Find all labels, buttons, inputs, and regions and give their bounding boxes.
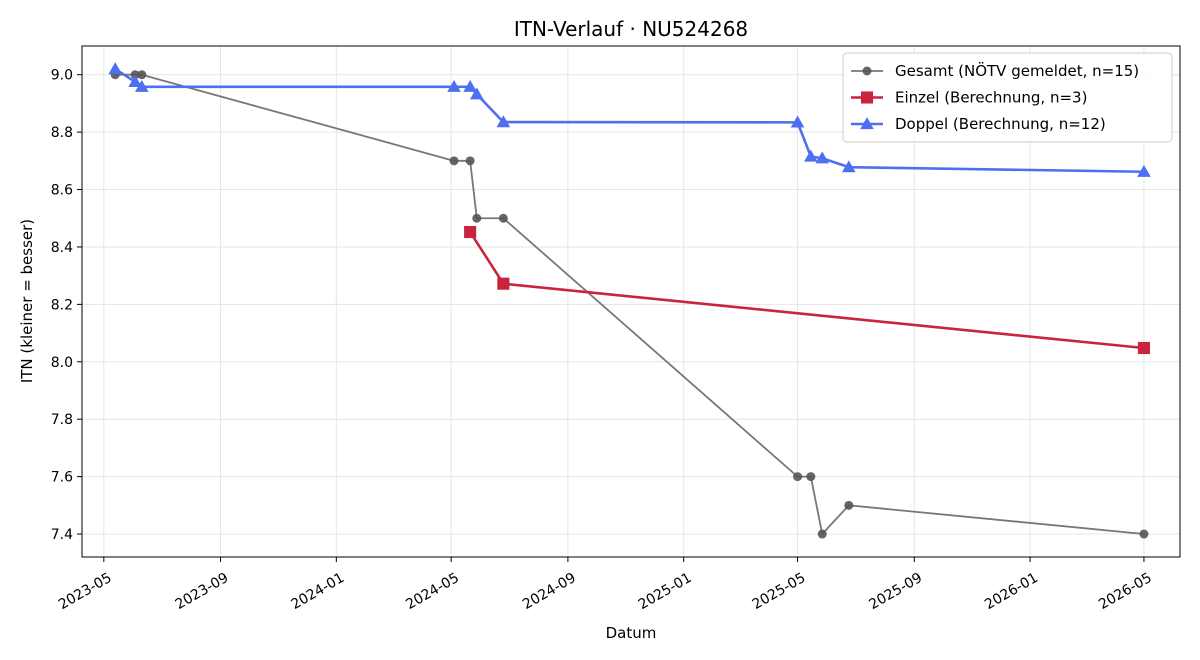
legend-label: Doppel (Berechnung, n=12) [895,115,1106,133]
legend: Gesamt (NÖTV gemeldet, n=15) Einzel (Bere… [842,52,1173,143]
data-point-circle [498,213,508,223]
x-tick-label: 2024-05 [403,570,462,613]
data-point-triangle [841,160,856,173]
data-point-triangle [496,115,511,128]
x-tick-label: 2024-01 [288,570,347,613]
chart-title: ITN-Verlauf · NU524268 [514,17,748,41]
data-point-triangle [108,62,123,75]
y-tick-label: 8.6 [51,183,73,199]
data-point-circle [844,500,854,510]
legend-label: Einzel (Berechnung, n=3) [895,89,1087,107]
legend-entry-doppel: Doppel (Berechnung, n=12) [851,115,1106,133]
y-tick-label: 9.0 [51,68,73,84]
series-line [469,231,1145,350]
data-point-circle [465,156,475,166]
y-tick-label: 7.4 [51,527,73,543]
series-doppel [108,62,1151,177]
series-einzel [464,225,1150,355]
series-gesamt [110,70,1149,539]
data-point-circle [449,156,459,166]
x-tick-label: 2026-05 [1096,570,1155,613]
data-point-square [464,225,477,239]
y-tick-label: 7.6 [51,470,73,486]
x-tick-label: 2023-05 [56,570,115,613]
legend-entry-gesamt: Gesamt (NÖTV gemeldet, n=15) [851,61,1139,80]
y-tick-label: 8.4 [51,240,73,256]
y-tick-label: 8.2 [51,297,73,313]
data-point-triangle [447,79,461,92]
x-tick-label: 2023-09 [173,570,232,613]
y-tick-label: 8.0 [51,355,73,371]
grid-layer [82,46,1180,557]
data-point-triangle [463,79,477,92]
series-layer [108,62,1151,539]
data-point-circle [817,529,827,539]
y-tick-label: 8.8 [51,125,73,141]
data-point-triangle [860,117,874,130]
x-tick-label: 2025-01 [636,570,695,613]
x-axis-label: Datum [606,624,657,642]
data-point-square [1137,341,1150,355]
data-point-triangle [790,115,805,128]
y-tick-label: 7.8 [51,412,73,428]
data-point-triangle [804,149,818,162]
data-point-circle [862,66,872,76]
x-tick-label: 2025-09 [866,570,925,613]
legend-box [842,52,1173,143]
x-tick-label: 2025-05 [750,570,809,613]
data-point-square [860,91,874,104]
x-tick-label: 2024-09 [520,570,579,613]
data-point-circle [130,70,140,80]
data-point-circle [472,213,482,223]
data-point-circle [137,70,147,80]
data-point-triangle [469,87,484,100]
data-point-triangle [1137,164,1151,177]
data-point-circle [793,472,803,482]
x-tick-label: 2026-01 [982,570,1041,613]
data-point-triangle [134,79,149,92]
legend-label: Gesamt (NÖTV gemeldet, n=15) [895,61,1139,80]
data-point-triangle [128,75,142,87]
ticks-layer: 2023-05 2023-09 2024-01 2024-05 2024-09 2025-… [51,68,1155,613]
data-point-square [497,277,510,290]
data-point-circle [806,472,816,482]
data-point-circle [1139,529,1149,539]
data-point-triangle [815,151,830,164]
y-axis-label: ITN (kleiner = besser) [18,219,36,383]
plot-frame [81,45,1181,558]
legend-entry-einzel: Einzel (Berechnung, n=3) [851,89,1087,107]
